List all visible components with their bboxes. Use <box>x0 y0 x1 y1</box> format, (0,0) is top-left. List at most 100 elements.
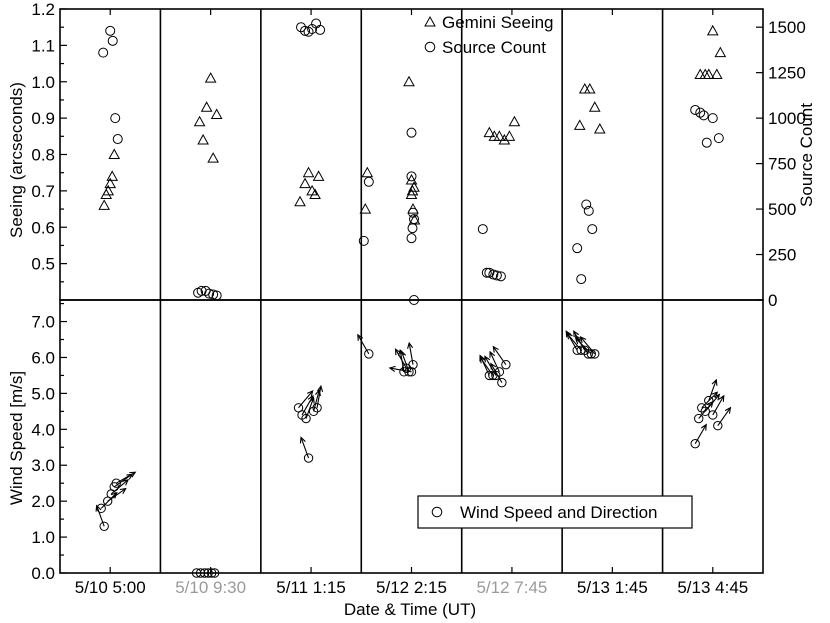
seeing-point <box>200 101 213 112</box>
wind-arrow-head <box>492 345 499 353</box>
seeing-point <box>405 173 418 185</box>
y-tick-label-seeing: 1.0 <box>31 73 55 92</box>
y-tick-label-source-count: 1500 <box>768 18 806 37</box>
wind-point <box>206 568 217 578</box>
wind-direction-arrow <box>96 505 105 527</box>
seeing-point <box>294 195 306 207</box>
source-count-point <box>406 171 417 182</box>
wind-point <box>501 359 511 370</box>
seeing-point <box>312 170 325 181</box>
wind-arrow-head <box>299 436 306 444</box>
source-count-point <box>204 288 215 299</box>
wind-direction-arrow <box>489 351 500 373</box>
seeing-point <box>108 148 121 159</box>
seeing-point <box>694 68 707 79</box>
wind-direction-arrow <box>492 346 507 365</box>
source-count-point <box>406 233 417 244</box>
source-count-point <box>495 271 506 282</box>
seeing-point <box>593 123 606 134</box>
wind-point <box>301 413 311 424</box>
wind-arrow-head <box>407 341 414 349</box>
wind-direction-arrow <box>712 395 725 416</box>
x-axis-title: Date & Time (UT) <box>344 600 476 619</box>
wind-arrow-head <box>95 504 102 512</box>
wind-point <box>497 377 507 388</box>
source-count-point <box>211 290 222 301</box>
wind-legend: Wind Speed and Direction <box>417 495 693 529</box>
seeing-point <box>361 166 374 178</box>
seeing-point <box>583 82 596 94</box>
wind-arrow-head <box>479 354 486 362</box>
wind-direction-arrow <box>575 337 592 355</box>
wind-arrow-head <box>724 406 732 414</box>
y-tick-label-source-count: 0 <box>768 291 777 310</box>
wind-arrow-head <box>490 362 497 370</box>
y-tick-label-wind: 3.0 <box>31 456 55 475</box>
wind-direction-arrow <box>484 356 497 376</box>
y-tick-label-seeing: 1.1 <box>31 36 55 55</box>
wind-direction-arrow <box>580 336 596 355</box>
wind-direction-arrow <box>395 348 407 369</box>
wind-direction-arrow <box>313 389 320 412</box>
wind-arrow-head <box>306 389 314 397</box>
y-tick-label-wind: 5.0 <box>31 384 55 403</box>
source-count-point <box>105 25 116 36</box>
source-count-point <box>407 223 418 234</box>
source-count-point <box>208 289 219 300</box>
wind-arrow-head <box>394 348 401 356</box>
wind-direction-arrow <box>400 350 410 373</box>
wind-direction-arrow <box>717 407 731 427</box>
wind-direction-arrow <box>357 334 370 355</box>
y-tick-label-seeing: 0.7 <box>31 182 55 201</box>
wind-legend-box <box>417 495 693 529</box>
wind-arrow-head <box>565 330 572 338</box>
source-count-point <box>698 110 709 121</box>
seeing-point <box>204 72 217 83</box>
source-count-point <box>707 113 718 124</box>
y-tick-label-seeing: 0.5 <box>31 255 55 274</box>
seeing-point <box>102 184 115 196</box>
wind-point <box>408 359 418 370</box>
wind-arrow-head <box>316 384 324 393</box>
wind-arrow-head <box>129 471 137 478</box>
source-count-point <box>572 243 583 254</box>
wind-arrow-head <box>122 479 130 486</box>
wind-point <box>303 453 314 463</box>
wind-point <box>308 406 319 417</box>
wind-direction-arrow <box>316 386 322 408</box>
seeing-point <box>106 170 119 181</box>
seeing-point <box>302 166 315 178</box>
source-count-point <box>576 274 587 285</box>
seeing-point <box>100 188 113 200</box>
y-tick-label-wind: 7.0 <box>31 313 55 332</box>
wind-arrow-head <box>388 365 396 372</box>
x-tick-label: 5/10 5:00 <box>75 578 146 597</box>
source-count-point <box>408 207 419 218</box>
source-count-point <box>477 224 488 235</box>
wind-arrow-head <box>484 355 491 363</box>
y-tick-label-wind: 0.0 <box>31 564 55 583</box>
wind-point <box>704 395 714 406</box>
wind-point <box>700 406 710 417</box>
seeing-point <box>299 177 311 189</box>
seeing-point <box>359 203 372 214</box>
x-tick-label: 5/12 2:15 <box>376 578 447 597</box>
wind-point <box>404 367 414 377</box>
seeing-legend: Gemini Seeing Source Count <box>424 13 554 57</box>
wind-direction-arrow <box>300 437 310 459</box>
source-count-point <box>581 199 592 210</box>
source-count-point <box>409 295 420 305</box>
seeing-point <box>503 130 516 141</box>
source-count-point <box>587 224 598 235</box>
seeing-point <box>483 126 496 138</box>
wind-point <box>690 438 700 449</box>
legend-wind-marker <box>431 506 443 518</box>
wind-point <box>209 568 220 578</box>
seeing-point <box>573 119 586 130</box>
legend-label-source-count: Source Count <box>442 38 546 57</box>
y-tick-label-wind: 2.0 <box>31 492 55 511</box>
source-count-point <box>112 134 123 145</box>
x-tick-label: 5/13 1:45 <box>577 578 648 597</box>
y-tick-label-wind: 4.0 <box>31 420 55 439</box>
source-count-point <box>107 35 118 46</box>
